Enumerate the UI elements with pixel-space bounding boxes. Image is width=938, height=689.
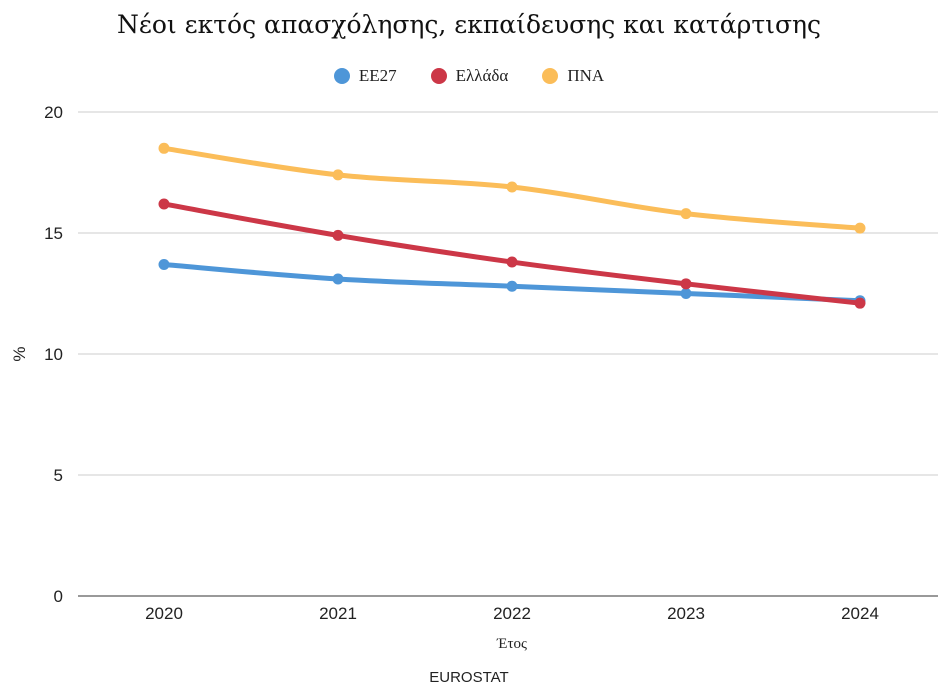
y-tick-label: 15 <box>44 224 63 243</box>
source-note: EUROSTAT <box>429 669 509 686</box>
y-tick-label: 20 <box>44 103 63 122</box>
x-tick-label: 2023 <box>667 604 705 623</box>
x-tick-label: 2024 <box>841 604 879 623</box>
data-point[interactable] <box>506 280 518 292</box>
series-greece <box>158 198 866 309</box>
data-point[interactable] <box>854 297 866 309</box>
gridlines <box>78 111 938 597</box>
legend-item-greece[interactable]: Ελλάδα <box>430 66 509 86</box>
data-point[interactable] <box>680 288 692 299</box>
x-tick-label: 2022 <box>493 604 531 623</box>
data-point[interactable] <box>332 229 344 241</box>
x-axis-ticks: 2020 2021 2022 2023 2024 <box>145 604 879 623</box>
data-point[interactable] <box>506 256 518 268</box>
y-tick-label: 5 <box>54 466 63 485</box>
data-point[interactable] <box>332 169 344 181</box>
legend-swatch-eu27 <box>333 68 350 84</box>
series-eu27 <box>158 258 866 307</box>
y-tick-label: 10 <box>44 345 63 364</box>
data-point[interactable] <box>158 142 170 154</box>
y-tick-label: 0 <box>54 587 63 606</box>
chart-title: Νέοι εκτός απασχόλησης, εκπαίδευσης και … <box>117 10 821 39</box>
data-point[interactable] <box>158 258 170 270</box>
legend: ΕΕ27 Ελλάδα ΠΝΑ <box>0 66 938 86</box>
y-axis-ticks: 0 5 10 15 20 <box>44 103 63 606</box>
data-point[interactable] <box>506 181 518 193</box>
legend-label-pna: ΠΝΑ <box>567 66 605 85</box>
legend-label-greece: Ελλάδα <box>455 66 509 85</box>
series-lines <box>158 142 866 309</box>
x-tick-label: 2021 <box>319 604 357 623</box>
legend-item-eu27[interactable]: ΕΕ27 <box>333 66 397 86</box>
legend-item-pna[interactable]: ΠΝΑ <box>542 66 604 86</box>
y-axis-label: % <box>10 346 29 361</box>
data-point[interactable] <box>680 208 692 220</box>
data-point[interactable] <box>854 222 866 234</box>
legend-swatch-pna <box>542 68 559 84</box>
data-point[interactable] <box>680 278 692 290</box>
data-point[interactable] <box>158 198 170 210</box>
data-point[interactable] <box>332 273 344 285</box>
legend-label-eu27: ΕΕ27 <box>358 66 397 85</box>
x-axis-label: Έτος <box>496 636 527 652</box>
legend-swatch-greece <box>430 68 447 84</box>
series-pna <box>158 142 866 234</box>
x-tick-label: 2020 <box>145 604 183 623</box>
